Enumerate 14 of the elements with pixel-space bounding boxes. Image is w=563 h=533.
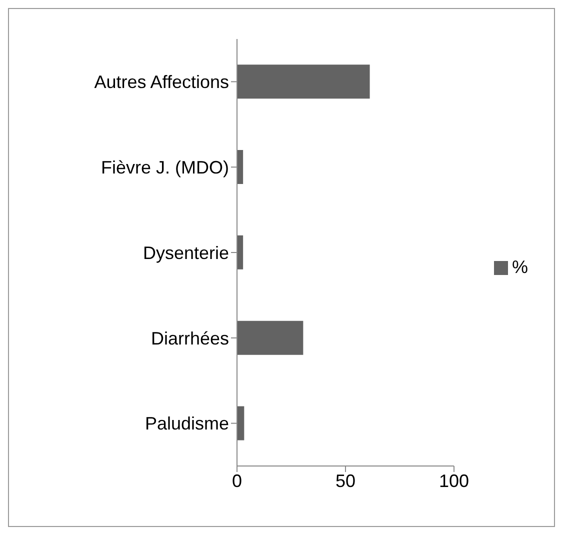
- x-tick-label: 100: [438, 470, 470, 491]
- legend-label: %: [512, 257, 528, 277]
- bar: [237, 150, 244, 184]
- bar: [237, 406, 244, 440]
- y-tick-label: Paludisme: [144, 414, 229, 434]
- x-tick-label: 50: [335, 470, 356, 491]
- y-tick-label: Diarrhées: [150, 328, 229, 348]
- bar: [237, 320, 304, 355]
- bar: [237, 64, 370, 99]
- bar: [237, 235, 244, 270]
- y-tick-label: Dysenterie: [142, 242, 229, 263]
- y-tick-label: Fièvre J. (MDO): [101, 157, 229, 178]
- y-tick-label: Autres Affections: [94, 72, 229, 92]
- x-tick-label: 0: [232, 470, 242, 491]
